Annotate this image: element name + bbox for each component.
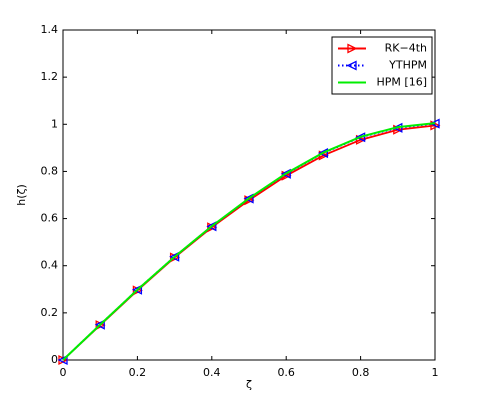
- x-tick-label: 0: [60, 366, 67, 379]
- data-point: [317, 147, 329, 159]
- data-point: [94, 319, 105, 330]
- data-point: [206, 221, 217, 232]
- y-tick-label: 1: [51, 117, 58, 130]
- legend-label: HPM [16]: [377, 76, 427, 89]
- x-tick-label: 0.4: [203, 366, 221, 379]
- data-point: [57, 354, 68, 366]
- data-point: [392, 122, 403, 133]
- data-point: [243, 193, 254, 204]
- data-point: [169, 251, 180, 262]
- series-line: [62, 122, 436, 361]
- x-tick-label: 0.6: [277, 366, 295, 379]
- y-tick-label: 0.2: [41, 306, 59, 319]
- y-tick-label: 0.8: [41, 164, 59, 177]
- x-tick-label: 0.2: [129, 366, 147, 379]
- data-point: [131, 284, 143, 295]
- x-tick-label: 0.8: [352, 366, 370, 379]
- x-tick-label: 1: [432, 366, 439, 379]
- data-point: [429, 118, 440, 129]
- y-tick-label: 1.4: [41, 23, 59, 36]
- y-tick-label: 0.4: [41, 259, 59, 272]
- legend-marker: [347, 43, 358, 54]
- legend-label: RK−4th: [385, 42, 427, 55]
- legend-label: YTHPM: [388, 59, 427, 72]
- x-axis-label: ζ: [246, 378, 252, 391]
- legend: RK−4th YTHPM HPM [16]: [331, 36, 433, 95]
- data-point: [355, 132, 366, 143]
- y-tick-label: 0: [51, 353, 58, 366]
- legend-marker: [346, 60, 357, 71]
- y-axis-label: h(ζ): [15, 184, 28, 206]
- y-tick-label: 0.6: [41, 212, 59, 225]
- y-tick-label: 1.2: [41, 70, 59, 83]
- data-point: [280, 168, 291, 179]
